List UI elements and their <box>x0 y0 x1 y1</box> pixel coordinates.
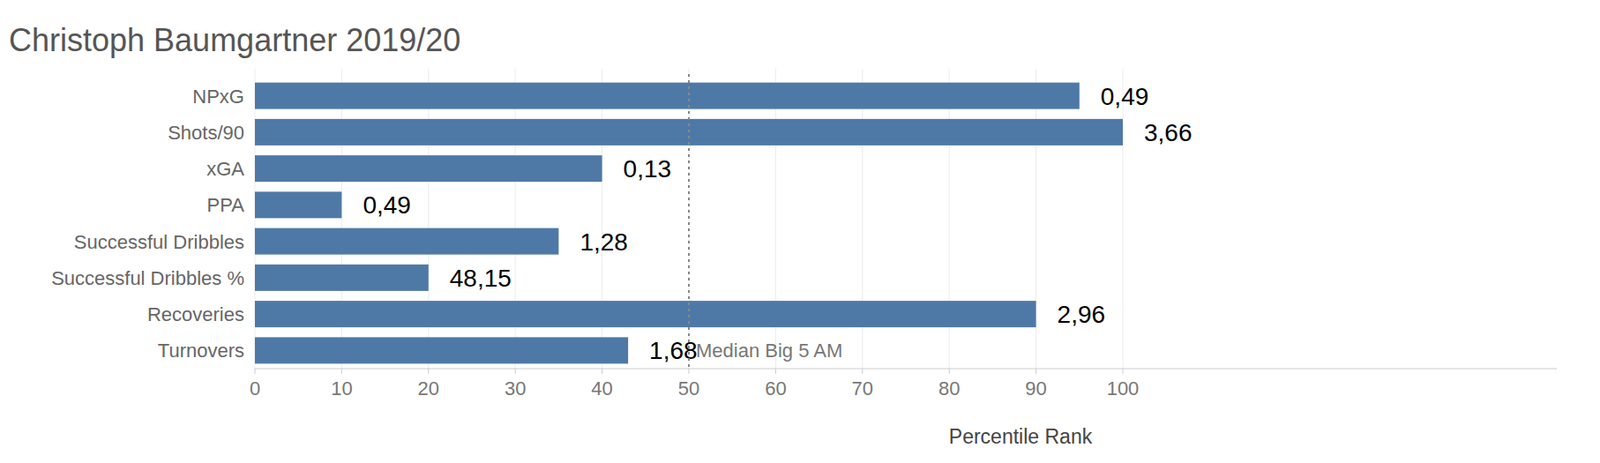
chart: Christoph Baumgartner 2019/20 0 10 20 30 40 50… <box>0 0 1600 463</box>
tick-mark <box>775 368 777 374</box>
tick-label: 90 <box>1024 377 1047 400</box>
reference-label: Median Big 5 AM <box>695 339 843 362</box>
tick-mark <box>427 368 429 374</box>
bar <box>254 300 1037 328</box>
stat-label: 0,49 <box>362 191 412 219</box>
tick-mark <box>341 368 343 374</box>
category-label: NPxG <box>192 85 245 108</box>
x-axis <box>254 368 1557 370</box>
category-label: Turnovers <box>157 339 245 362</box>
tick-mark <box>949 368 950 374</box>
x-axis-title: Percentile Rank <box>949 425 1093 449</box>
tick-label: 60 <box>764 377 786 400</box>
stat-label: 3,66 <box>1143 119 1193 147</box>
bar <box>254 228 559 255</box>
stat-label: 1,68 <box>649 336 698 365</box>
stat-label: 48,15 <box>449 264 512 292</box>
tick-mark <box>254 368 256 374</box>
tick-mark <box>1035 368 1037 374</box>
tick-mark <box>601 368 603 374</box>
tick-label: 0 <box>249 377 261 400</box>
stat-label: 2,96 <box>1057 300 1107 329</box>
grid <box>254 68 1123 374</box>
tick-label: 20 <box>418 377 440 400</box>
tick-label: 50 <box>678 377 700 400</box>
bar <box>254 336 629 364</box>
category-label: xGA <box>206 157 245 180</box>
bar <box>254 155 603 182</box>
category-label: Successful Dribbles % <box>51 267 245 290</box>
tick-mark <box>861 368 863 374</box>
tick-label: 70 <box>852 377 874 400</box>
stat-label: 0,13 <box>623 155 673 183</box>
bar <box>254 191 342 218</box>
grid-line <box>688 68 690 369</box>
tick-label: 40 <box>590 377 613 400</box>
category-label: Successful Dribbles <box>74 231 245 254</box>
stat-label: 1,28 <box>579 228 629 256</box>
tick-label: 80 <box>938 377 960 400</box>
category-label: Recoveries <box>147 303 245 326</box>
grid-line <box>1122 68 1124 369</box>
chart-title: Christoph Baumgartner 2019/20 <box>8 22 461 59</box>
category-label: Shots/90 <box>167 121 245 144</box>
bar <box>254 264 429 292</box>
category-label: PPA <box>207 194 246 217</box>
tick-mark <box>1122 368 1124 374</box>
tick-label: 10 <box>330 377 352 400</box>
tick-mark <box>515 368 516 374</box>
stat-label: 0,49 <box>1100 82 1150 111</box>
bar <box>254 82 1080 110</box>
tick-label: 100 <box>1106 377 1140 400</box>
reference-line <box>687 74 690 369</box>
tick-label: 30 <box>504 377 526 400</box>
tick-mark <box>688 368 690 374</box>
